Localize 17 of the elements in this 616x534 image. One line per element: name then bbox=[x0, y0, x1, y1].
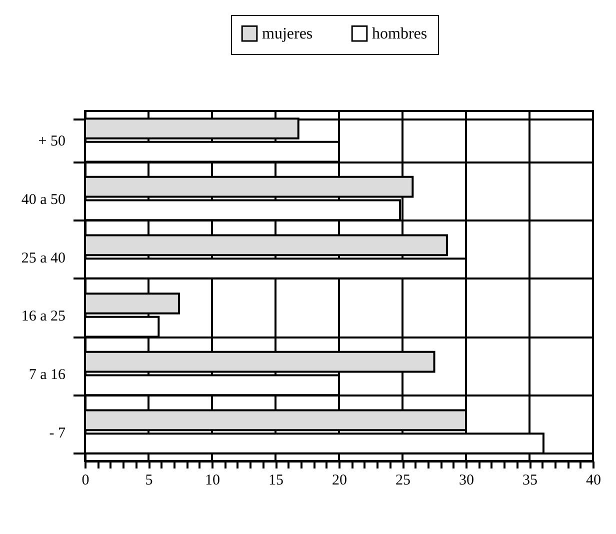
y-tick-label: 40 a 50 bbox=[21, 192, 66, 208]
legend-label: hombres bbox=[372, 26, 428, 43]
x-tick-label: 40 bbox=[586, 472, 601, 488]
legend-label: mujeres bbox=[262, 26, 313, 43]
y-tick-label: + 50 bbox=[38, 134, 66, 150]
y-tick-label: 7 a 16 bbox=[28, 367, 66, 383]
y-tick-label: 25 a 40 bbox=[21, 250, 66, 266]
x-tick-label: 10 bbox=[205, 472, 220, 488]
x-tick-label: 15 bbox=[268, 472, 284, 488]
x-tick-label: 20 bbox=[332, 472, 347, 488]
x-tick-label: 5 bbox=[145, 472, 153, 488]
x-tick-label: 25 bbox=[396, 472, 410, 488]
x-tick-label: 35 bbox=[522, 472, 538, 488]
y-tick-label: - 7 bbox=[49, 425, 66, 442]
x-tick-label: 30 bbox=[459, 472, 474, 488]
x-tick-label: 0 bbox=[82, 472, 90, 488]
y-tick-label: 16 a 25 bbox=[21, 308, 66, 325]
